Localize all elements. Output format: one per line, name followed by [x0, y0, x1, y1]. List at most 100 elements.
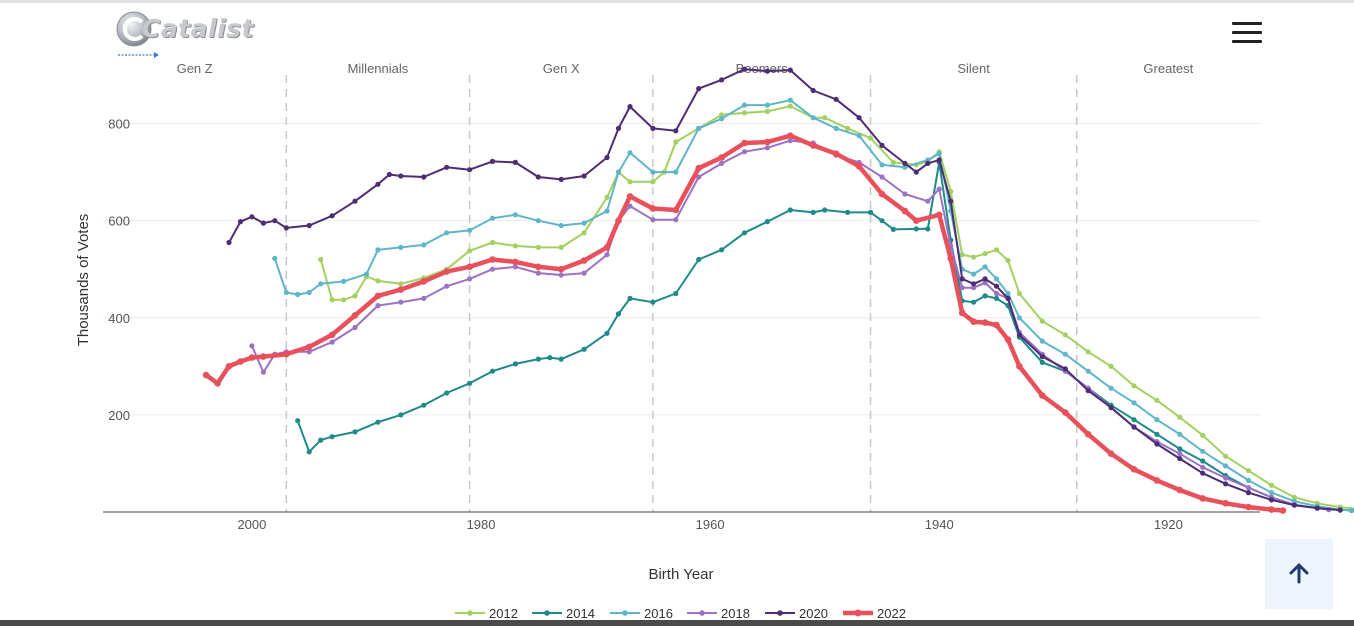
data-point-2012 [1108, 363, 1114, 369]
data-point-2018 [959, 285, 965, 291]
data-point-2022 [1084, 431, 1092, 438]
y-tick-label: 800 [108, 117, 130, 132]
data-point-2022 [741, 139, 748, 147]
data-point-2016 [673, 169, 679, 175]
data-point-2018 [925, 198, 931, 204]
data-point-2018 [1245, 485, 1252, 491]
legend-label-2016[interactable]: 2016 [644, 606, 673, 621]
data-point-2020 [558, 176, 564, 182]
data-point-2022 [878, 190, 886, 198]
data-point-2018 [329, 339, 335, 345]
legend-label-2014[interactable]: 2014 [566, 606, 595, 621]
data-point-2014 [764, 219, 771, 225]
data-point-2018 [879, 174, 885, 180]
legend-label-2018[interactable]: 2018 [721, 606, 750, 621]
data-point-2014 [913, 226, 919, 232]
data-point-2014 [673, 290, 679, 297]
data-point-2018 [650, 217, 656, 223]
data-point-2020 [1268, 497, 1275, 503]
data-point-2014 [879, 218, 885, 224]
y-tick-label: 200 [108, 408, 130, 423]
x-tick-label: 1920 [1154, 517, 1183, 532]
legend-marker-2012[interactable] [467, 610, 473, 616]
data-point-2020 [1200, 470, 1206, 476]
data-point-2014 [375, 419, 381, 425]
data-point-2020 [650, 125, 656, 131]
data-point-2022 [935, 211, 943, 219]
data-point-2018 [260, 369, 266, 375]
data-point-2016 [856, 133, 862, 139]
data-point-2020 [1314, 505, 1320, 511]
data-point-2018 [673, 217, 679, 223]
x-tick-label: 1980 [467, 517, 496, 532]
legend-marker-2018[interactable] [699, 610, 705, 616]
data-point-2018 [398, 299, 404, 305]
data-point-2018 [306, 349, 312, 355]
data-point-2018 [787, 138, 793, 144]
data-point-2014 [925, 226, 931, 232]
legend-marker-2016[interactable] [622, 610, 628, 616]
data-point-2016 [604, 208, 610, 214]
hamburger-menu-button[interactable] [1228, 20, 1264, 48]
data-point-2018 [627, 203, 633, 209]
legend-marker-2022[interactable] [854, 609, 862, 617]
series-line-2014 [296, 161, 1353, 512]
data-point-2018 [971, 285, 977, 291]
data-point-2022 [1222, 500, 1229, 507]
data-point-2014 [1200, 458, 1206, 464]
data-point-2012 [581, 230, 587, 236]
data-point-2022 [958, 309, 966, 317]
data-point-2016 [1016, 315, 1023, 321]
data-point-2014 [467, 380, 473, 386]
data-point-2020 [1154, 441, 1160, 447]
data-point-2022 [695, 164, 702, 172]
data-point-2022 [993, 321, 1000, 329]
data-point-2014 [1039, 359, 1045, 365]
legend-label-2012[interactable]: 2012 [489, 606, 518, 621]
scroll-to-top-button[interactable] [1265, 539, 1333, 609]
data-point-2016 [833, 125, 839, 131]
x-tick-label: 1940 [925, 517, 954, 532]
data-point-2014 [787, 207, 793, 213]
data-point-2020 [936, 157, 942, 163]
data-point-2020 [913, 169, 919, 175]
data-point-2018 [993, 290, 1000, 297]
data-point-2020 [1245, 490, 1252, 496]
hamburger-menu-icon [1232, 40, 1262, 43]
data-point-2012 [1223, 453, 1229, 459]
data-point-2020 [1177, 456, 1183, 462]
data-point-2020 [237, 219, 244, 225]
data-point-2012 [1039, 318, 1045, 324]
data-point-2016 [902, 164, 908, 170]
data-point-2022 [1279, 507, 1287, 514]
data-point-2014 [398, 412, 404, 418]
legend-label-2022[interactable]: 2022 [877, 606, 906, 621]
data-point-2012 [1016, 290, 1023, 297]
data-point-2012 [982, 251, 988, 257]
data-point-2018 [741, 149, 748, 155]
legend-marker-2014[interactable] [544, 610, 550, 616]
data-point-2016 [1039, 338, 1045, 344]
data-point-2012 [1131, 383, 1137, 389]
data-point-2018 [1200, 464, 1206, 470]
legend-marker-2020[interactable] [777, 610, 783, 616]
data-point-2020 [512, 159, 519, 165]
data-point-2020 [1062, 366, 1068, 372]
data-point-2020 [902, 160, 908, 166]
y-tick-label: 600 [108, 214, 130, 229]
data-point-2016 [489, 215, 496, 221]
data-point-2022 [248, 354, 256, 361]
data-point-2014 [444, 390, 450, 396]
data-point-2022 [351, 312, 359, 319]
data-point-2022 [970, 318, 977, 326]
data-point-2020 [386, 171, 392, 178]
legend-label-2020[interactable]: 2020 [799, 606, 828, 621]
x-tick-label: 1960 [696, 517, 725, 532]
data-point-2018 [696, 174, 702, 180]
data-point-2018 [581, 270, 587, 276]
data-point-2022 [603, 244, 611, 251]
data-point-2012 [1291, 494, 1297, 500]
data-point-2022 [202, 371, 210, 379]
data-point-2022 [947, 255, 954, 262]
data-point-2012 [1177, 414, 1183, 420]
